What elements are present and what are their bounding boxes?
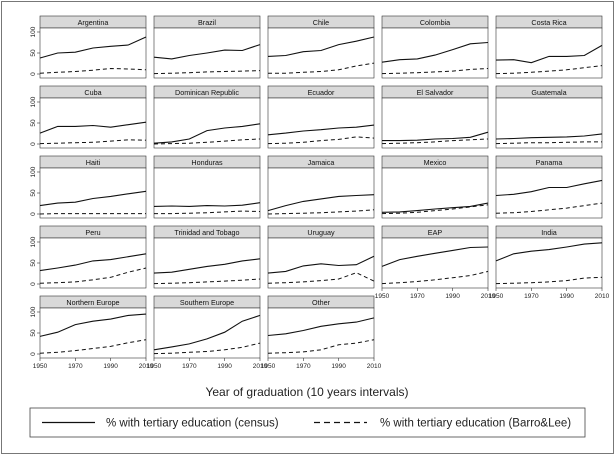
- panel-peru: Peru 0 50 100: [30, 226, 146, 288]
- y-tick-label: 50: [30, 329, 37, 337]
- panel-frame: [496, 238, 602, 288]
- panel-frame: [40, 238, 146, 288]
- panel-frame: [496, 168, 602, 218]
- panel-title: Panama: [536, 158, 563, 167]
- panel-title: Honduras: [191, 158, 223, 167]
- x-tick-label: 1990: [445, 293, 460, 300]
- panel-jamaica: Jamaica: [268, 156, 374, 218]
- x-tick-label: 1990: [103, 363, 118, 370]
- x-tick-label: 2010: [595, 293, 610, 300]
- y-tick-label: 100: [30, 306, 37, 317]
- panel-title: India: [541, 228, 557, 237]
- y-tick-label: 50: [30, 119, 37, 127]
- panel-title: Argentina: [78, 18, 109, 27]
- x-tick-label: 1990: [217, 363, 232, 370]
- panel-frame: [268, 308, 374, 358]
- y-tick-label: 100: [30, 96, 37, 107]
- y-tick-label: 50: [30, 49, 37, 57]
- panel-chile: Chile: [268, 16, 374, 78]
- panel-title: EAP: [428, 228, 443, 237]
- panel-title: Peru: [85, 228, 100, 237]
- panel-argentina: Argentina 0 50 100: [30, 16, 146, 78]
- x-tick-label: 1950: [147, 363, 162, 370]
- x-tick-label: 1990: [331, 363, 346, 370]
- panel-title: Chile: [313, 18, 329, 27]
- panel-trinidad-and-tobago: Trinidad and Tobago: [154, 226, 260, 288]
- panel-panama: Panama: [496, 156, 602, 218]
- panel-title: Brazil: [198, 18, 216, 27]
- panel-frame: [382, 28, 488, 78]
- x-tick-label: 1950: [33, 363, 48, 370]
- x-tick-label: 1970: [524, 293, 539, 300]
- panel-title: Costa Rica: [531, 18, 566, 27]
- panel-frame: [154, 308, 260, 358]
- x-tick-label: 1990: [559, 293, 574, 300]
- panel-dominican-republic: Dominican Republic: [154, 86, 260, 148]
- x-axis-title: Year of graduation (10 years intervals): [205, 385, 408, 399]
- panel-title: Cuba: [84, 88, 101, 97]
- legend-census-label: % with tertiary education (census): [106, 418, 279, 430]
- panel-frame: [496, 98, 602, 148]
- x-tick-label: 1970: [410, 293, 425, 300]
- panel-title: Colombia: [420, 18, 450, 27]
- panel-el-salvador: El Salvador: [382, 86, 488, 148]
- panel-frame: [496, 28, 602, 78]
- panel-cuba: Cuba 0 50 100: [30, 86, 146, 148]
- panel-title: Trinidad and Tobago: [174, 228, 239, 237]
- panel-colombia: Colombia: [382, 16, 488, 78]
- y-tick-label: 0: [30, 142, 37, 146]
- panel-title: Mexico: [424, 158, 447, 167]
- x-tick-label: 1950: [489, 293, 504, 300]
- y-tick-label: 0: [30, 352, 37, 356]
- panel-title: Guatemala: [531, 88, 566, 97]
- panel-guatemala: Guatemala: [496, 86, 602, 148]
- panel-frame: [268, 238, 374, 288]
- panel-frame: [382, 238, 488, 288]
- panel-frame: [268, 98, 374, 148]
- panel-title: Haiti: [86, 158, 101, 167]
- panel-title: Uruguay: [307, 228, 335, 237]
- panel-frame: [154, 98, 260, 148]
- x-tick-label: 1950: [375, 293, 390, 300]
- panel-frame: [382, 168, 488, 218]
- panel-brazil: Brazil: [154, 16, 260, 78]
- y-tick-label: 0: [30, 282, 37, 286]
- panel-mexico: Mexico: [382, 156, 488, 218]
- y-tick-label: 0: [30, 72, 37, 76]
- panel-title: Southern Europe: [180, 298, 234, 307]
- panel-title: Jamaica: [308, 158, 335, 167]
- panel-title: Northern Europe: [66, 298, 119, 307]
- legend-barro-lee-label: % with tertiary education (Barro&Lee): [380, 418, 571, 430]
- panel-frame: [268, 168, 374, 218]
- x-tick-label: 1970: [296, 363, 311, 370]
- panel-honduras: Honduras: [154, 156, 260, 218]
- y-tick-label: 0: [30, 212, 37, 216]
- y-tick-label: 100: [30, 26, 37, 37]
- legend: % with tertiary education (census) % wit…: [30, 408, 585, 437]
- y-tick-label: 100: [30, 166, 37, 177]
- x-tick-label: 1970: [68, 363, 83, 370]
- panel-title: Dominican Republic: [175, 88, 239, 97]
- panel-title: El Salvador: [417, 88, 454, 97]
- panel-haiti: Haiti 0 50 100: [30, 156, 146, 218]
- panel-frame: [40, 98, 146, 148]
- y-tick-label: 100: [30, 236, 37, 247]
- panel-title: Other: [312, 298, 331, 307]
- y-tick-label: 50: [30, 189, 37, 197]
- panel-ecuador: Ecuador: [268, 86, 374, 148]
- panel-frame: [154, 168, 260, 218]
- x-tick-label: 1970: [182, 363, 197, 370]
- panel-frame: [268, 28, 374, 78]
- panel-title: Ecuador: [308, 88, 335, 97]
- x-tick-label: 2010: [367, 363, 382, 370]
- y-tick-label: 50: [30, 259, 37, 267]
- panel-uruguay: Uruguay: [268, 226, 374, 288]
- x-tick-label: 1950: [261, 363, 276, 370]
- panel-frame: [154, 238, 260, 288]
- panel-costa-rica: Costa Rica: [496, 16, 602, 78]
